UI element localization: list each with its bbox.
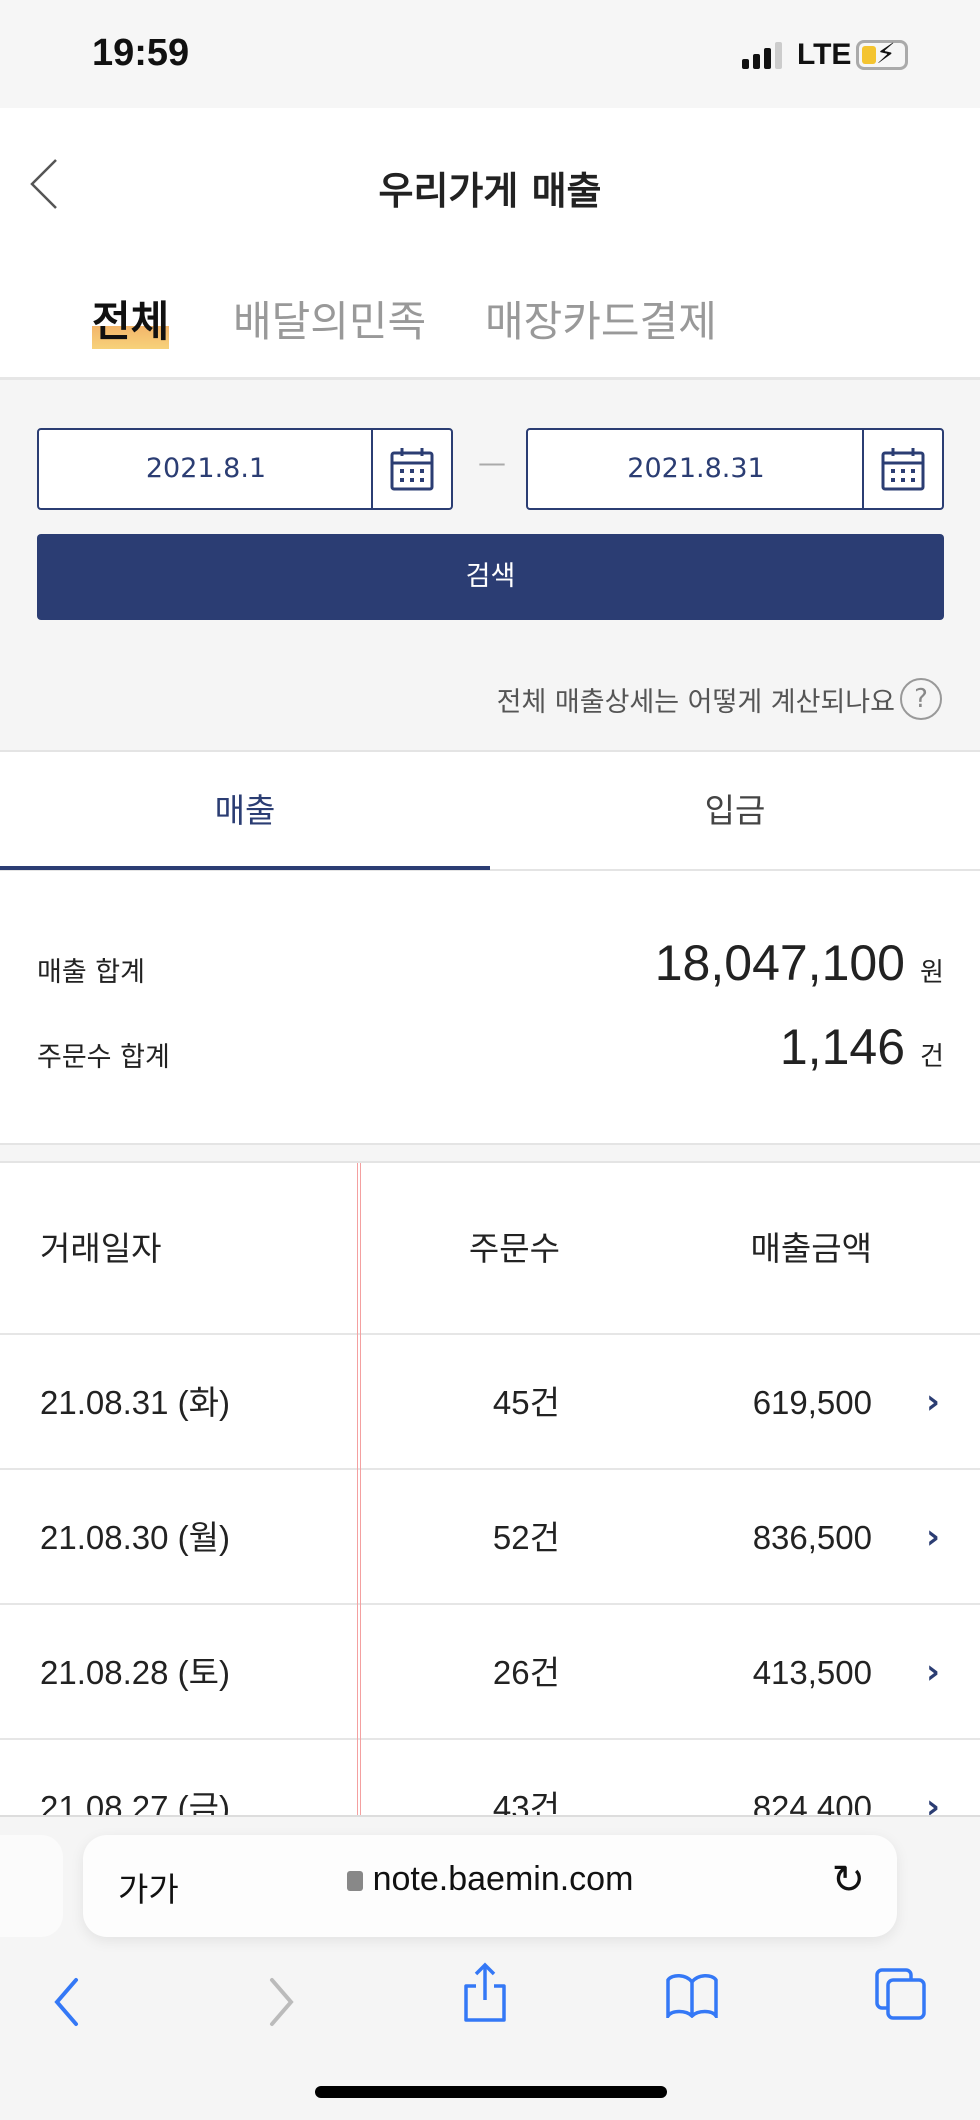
chevron-right-icon[interactable]: ›	[925, 1382, 940, 1422]
column-divider	[357, 1163, 361, 1815]
battery-charging-icon: ⚡	[856, 37, 908, 70]
browser-toolbar: 가가 note.baemin.com ↻	[0, 1815, 980, 2120]
divider	[0, 869, 980, 871]
back-chevron-icon[interactable]	[28, 158, 60, 210]
row-amount: 619,500	[752, 1384, 872, 1421]
page-title: 우리가게 매출	[378, 169, 602, 213]
bookmarks-icon[interactable]	[664, 1972, 720, 2018]
orders-unit: 건	[920, 1042, 944, 1072]
tab-all[interactable]: 전체	[92, 288, 170, 349]
question-icon[interactable]: ?	[900, 678, 942, 720]
chevron-right-icon[interactable]: ›	[925, 1652, 940, 1692]
table-row[interactable]: 21.08.30 (월) 52건 836,500 ›	[0, 1470, 980, 1605]
help-link[interactable]: 전체 매출상세는 어떻게 계산되나요	[496, 687, 895, 718]
tabs-icon[interactable]	[874, 1967, 928, 2021]
search-button[interactable]: 검색	[37, 534, 944, 620]
header-amount: 매출금액	[750, 1230, 872, 1267]
sales-unit: 원	[920, 958, 944, 988]
home-indicator	[315, 2086, 667, 2098]
status-time: 19:59	[92, 32, 190, 74]
address-bar[interactable]: 가가 note.baemin.com ↻	[83, 1835, 897, 1937]
row-orders: 52건	[492, 1519, 560, 1556]
url-text[interactable]: note.baemin.com	[83, 1860, 897, 1899]
sales-total-label: 매출 합계	[37, 957, 145, 988]
row-date: 21.08.31 (화)	[40, 1384, 230, 1421]
row-date: 21.08.30 (월)	[40, 1519, 230, 1556]
date-filter: 2021.8.1 — 2021.8.31 검색 전체 매출상세는 어떻게 계산되…	[0, 380, 980, 752]
sales-total-value: 18,047,100	[654, 935, 905, 991]
row-orders: 26건	[492, 1654, 560, 1691]
reload-icon[interactable]: ↻	[831, 1857, 865, 1903]
signal-icon	[742, 42, 782, 69]
row-date: 21.08.28 (토)	[40, 1654, 230, 1691]
start-date-value: 2021.8.1	[145, 453, 267, 484]
table-row[interactable]: 21.08.28 (토) 26건 413,500 ›	[0, 1605, 980, 1740]
section-divider	[0, 1143, 980, 1163]
network-label: LTE	[797, 38, 852, 71]
header-date: 거래일자	[40, 1230, 162, 1267]
tab-store-card[interactable]: 매장카드결제	[485, 297, 717, 346]
row-orders: 45건	[492, 1384, 560, 1421]
app-header: 우리가게 매출 전체 배달의민족 매장카드결제	[0, 108, 980, 380]
end-date-value: 2021.8.31	[627, 453, 765, 484]
tab-sales[interactable]: 매출	[214, 791, 276, 830]
orders-total-label: 주문수 합계	[37, 1042, 170, 1073]
lock-icon	[346, 1871, 363, 1892]
end-date-input[interactable]: 2021.8.31	[526, 428, 944, 510]
tab-baemin[interactable]: 배달의민족	[233, 297, 427, 346]
tab-deposit[interactable]: 입금	[704, 791, 766, 830]
text-size-button[interactable]: 가가	[118, 1870, 179, 1909]
calendar-icon[interactable]	[862, 430, 942, 508]
forward-icon[interactable]	[266, 1977, 296, 2027]
back-icon[interactable]	[52, 1977, 82, 2027]
row-amount: 836,500	[752, 1519, 872, 1556]
table-header: 거래일자 주문수 매출금액	[0, 1163, 980, 1335]
header-orders: 주문수	[468, 1230, 560, 1267]
share-icon[interactable]	[462, 1962, 508, 2024]
calendar-icon[interactable]	[371, 430, 451, 508]
previous-tab-preview[interactable]	[0, 1835, 63, 1937]
table-row[interactable]: 21.08.31 (화) 45건 619,500 ›	[0, 1335, 980, 1470]
start-date-input[interactable]: 2021.8.1	[37, 428, 453, 510]
date-separator: —	[478, 446, 506, 479]
active-tab-indicator	[0, 866, 490, 870]
orders-total-value: 1,146	[779, 1019, 905, 1075]
row-amount: 413,500	[752, 1654, 872, 1691]
url-value: note.baemin.com	[372, 1860, 634, 1898]
chevron-right-icon[interactable]: ›	[925, 1517, 940, 1557]
status-bar: 19:59 LTE ⚡	[0, 0, 980, 108]
